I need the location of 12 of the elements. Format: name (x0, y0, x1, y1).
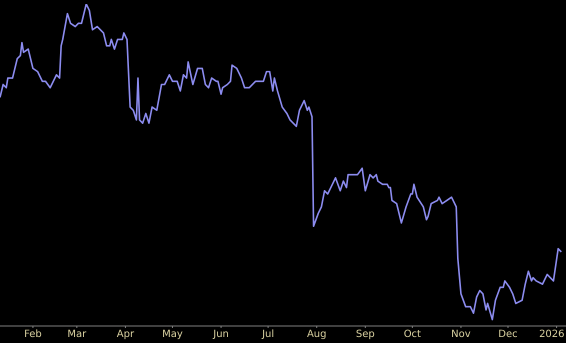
x-tick-label: Dec (498, 329, 518, 340)
x-tick-label: May (162, 329, 183, 340)
x-tick-label: Jun (212, 329, 229, 340)
x-tick-label: Nov (451, 329, 471, 340)
x-tick-label: 2026 (539, 329, 565, 340)
x-tick-label: Aug (306, 329, 326, 340)
x-tick-label: Sep (356, 329, 375, 340)
x-tick-label: Oct (404, 329, 422, 340)
x-tick-label: Feb (24, 329, 42, 340)
x-tick-label: Apr (116, 329, 135, 340)
x-tick-label: Jul (261, 329, 274, 340)
x-tick-label: Mar (67, 329, 88, 340)
